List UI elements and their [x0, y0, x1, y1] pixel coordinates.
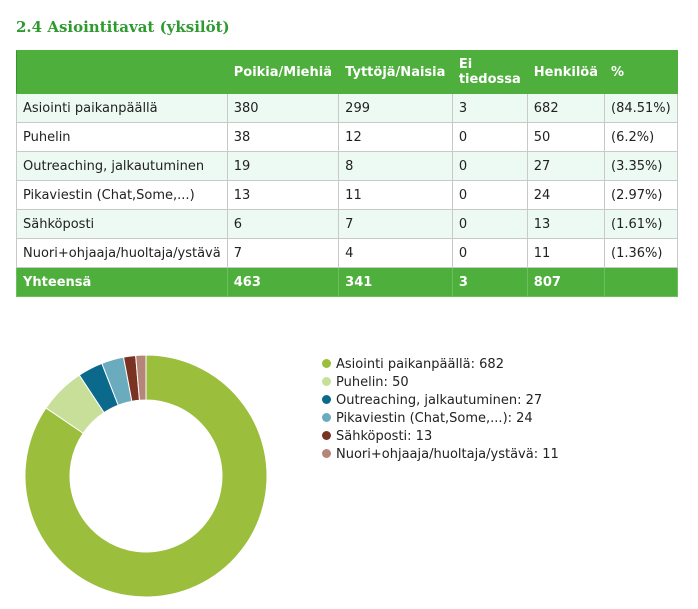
- contact-methods-table: Poikia/Miehiä Tyttöjä/Naisia Ei tiedossa…: [16, 50, 678, 297]
- header-cell-label: [16, 50, 228, 94]
- row-unknown: 0: [451, 209, 528, 239]
- legend-label: Pikaviestin (Chat,Some,...): 24: [336, 411, 533, 426]
- row-persons: 50: [526, 122, 606, 152]
- legend-item: Sähköposti: 13: [322, 428, 559, 446]
- table-row: Puhelin 38 12 0 50 (6.2%): [16, 122, 678, 152]
- legend-swatch: [322, 449, 331, 458]
- row-percent: (1.36%): [604, 238, 678, 268]
- row-label: Outreaching, jalkautuminen: [16, 151, 228, 181]
- row-boys-men: 38: [226, 122, 340, 152]
- row-girls-women: 299: [338, 93, 453, 123]
- row-boys-men: 13: [226, 180, 340, 210]
- row-persons: 11: [526, 238, 606, 268]
- legend-swatch: [322, 395, 331, 404]
- table-row: Asiointi paikanpäällä 380 299 3 682 (84.…: [16, 93, 678, 123]
- donut-chart: [24, 354, 268, 598]
- row-girls-women: 7: [338, 209, 453, 239]
- legend-swatch: [322, 431, 331, 440]
- legend-swatch: [322, 413, 331, 422]
- row-label: Asiointi paikanpäällä: [16, 93, 228, 123]
- legend-label: Nuori+ohjaaja/huoltaja/ystävä: 11: [336, 447, 559, 462]
- row-percent: (1.61%): [604, 209, 678, 239]
- row-label: Nuori+ohjaaja/huoltaja/ystävä: [16, 238, 228, 268]
- row-girls-women: 11: [338, 180, 453, 210]
- table-row: Outreaching, jalkautuminen 19 8 0 27 (3.…: [16, 151, 678, 181]
- table-total-row: Yhteensä 463 341 3 807: [16, 267, 678, 297]
- total-girls-women: 341: [338, 267, 453, 297]
- row-unknown: 0: [451, 238, 528, 268]
- table-header-row: Poikia/Miehiä Tyttöjä/Naisia Ei tiedossa…: [16, 50, 678, 94]
- row-percent: (6.2%): [604, 122, 678, 152]
- row-persons: 27: [526, 151, 606, 181]
- row-unknown: 0: [451, 122, 528, 152]
- row-percent: (84.51%): [604, 93, 678, 123]
- legend-item: Outreaching, jalkautuminen: 27: [322, 392, 559, 410]
- donut-slice: [24, 354, 268, 598]
- row-persons: 13: [526, 209, 606, 239]
- row-girls-women: 4: [338, 238, 453, 268]
- total-percent: [604, 267, 678, 297]
- header-cell-unknown: Ei tiedossa: [451, 50, 528, 94]
- row-unknown: 0: [451, 180, 528, 210]
- legend-item: Pikaviestin (Chat,Some,...): 24: [322, 410, 559, 428]
- row-label: Sähköposti: [16, 209, 228, 239]
- row-persons: 682: [526, 93, 606, 123]
- legend-swatch: [322, 377, 331, 386]
- legend-item: Puhelin: 50: [322, 374, 559, 392]
- total-persons: 807: [526, 267, 606, 297]
- table-row: Pikaviestin (Chat,Some,...) 13 11 0 24 (…: [16, 180, 678, 210]
- row-girls-women: 8: [338, 151, 453, 181]
- legend-item: Nuori+ohjaaja/huoltaja/ystävä: 11: [322, 446, 559, 464]
- legend-label: Asiointi paikanpäällä: 682: [336, 357, 504, 372]
- row-girls-women: 12: [338, 122, 453, 152]
- header-cell-percent: %: [604, 50, 678, 94]
- chart-legend: Asiointi paikanpäällä: 682 Puhelin: 50 O…: [322, 356, 559, 464]
- table-row: Sähköposti 6 7 0 13 (1.61%): [16, 209, 678, 239]
- header-cell-persons: Henkilöä: [526, 50, 606, 94]
- header-cell-girls-women: Tyttöjä/Naisia: [338, 50, 453, 94]
- row-label: Pikaviestin (Chat,Some,...): [16, 180, 228, 210]
- legend-label: Sähköposti: 13: [336, 429, 433, 444]
- table-row: Nuori+ohjaaja/huoltaja/ystävä 7 4 0 11 (…: [16, 238, 678, 268]
- row-boys-men: 19: [226, 151, 340, 181]
- row-boys-men: 6: [226, 209, 340, 239]
- total-boys-men: 463: [226, 267, 340, 297]
- total-label: Yhteensä: [16, 267, 228, 297]
- total-unknown: 3: [451, 267, 528, 297]
- row-boys-men: 7: [226, 238, 340, 268]
- legend-item: Asiointi paikanpäällä: 682: [322, 356, 559, 374]
- row-unknown: 0: [451, 151, 528, 181]
- row-percent: (2.97%): [604, 180, 678, 210]
- legend-swatch: [322, 359, 331, 368]
- row-label: Puhelin: [16, 122, 228, 152]
- header-cell-boys-men: Poikia/Miehiä: [226, 50, 340, 94]
- row-persons: 24: [526, 180, 606, 210]
- row-boys-men: 380: [226, 93, 340, 123]
- row-unknown: 3: [451, 93, 528, 123]
- legend-label: Puhelin: 50: [336, 375, 409, 390]
- legend-label: Outreaching, jalkautuminen: 27: [336, 393, 543, 408]
- donut-slice: [135, 354, 147, 401]
- section-title: 2.4 Asiointitavat (yksilöt): [16, 18, 230, 36]
- row-percent: (3.35%): [604, 151, 678, 181]
